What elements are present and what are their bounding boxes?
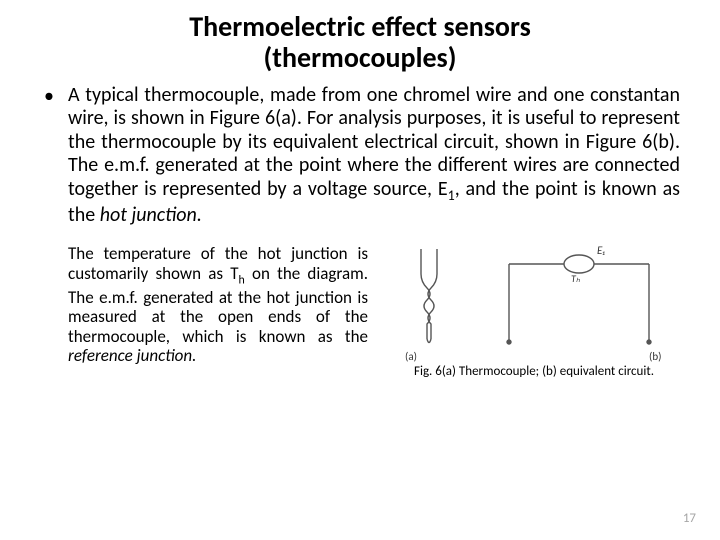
- main-paragraph: • A typical thermocouple, made from one …: [40, 84, 680, 228]
- figure-a: (a): [399, 244, 459, 364]
- title-line-2: (thermocouples): [40, 43, 680, 74]
- fig-a-label: (a): [405, 350, 417, 363]
- slide-title: Thermoelectric effect sensors (thermocou…: [40, 12, 680, 74]
- paragraph-text: A typical thermocouple, made from one ch…: [68, 84, 680, 228]
- lower-row: The temperature of the hot junction is c…: [40, 244, 680, 379]
- bullet: •: [40, 84, 68, 108]
- para-italic: hot junction.: [100, 203, 202, 227]
- figure-b: E₁ Tₕ (b): [489, 244, 669, 364]
- para-sub: 1: [448, 187, 455, 204]
- page-number: 17: [683, 511, 696, 526]
- fig-b-t-label: Tₕ: [571, 272, 581, 285]
- lower-text: The temperature of the hot junction is c…: [68, 244, 368, 379]
- figure-caption: Fig. 6(a) Thermocouple; (b) equivalent c…: [388, 364, 680, 379]
- figure-area: (a) E₁ Tₕ: [388, 244, 680, 379]
- title-line-1: Thermoelectric effect sensors: [40, 12, 680, 43]
- fig-b-label: (b): [649, 350, 661, 363]
- figure-row: (a) E₁ Tₕ: [388, 244, 680, 364]
- lower-italic: reference junction.: [68, 345, 196, 366]
- fig-b-e-label: E₁: [597, 244, 605, 257]
